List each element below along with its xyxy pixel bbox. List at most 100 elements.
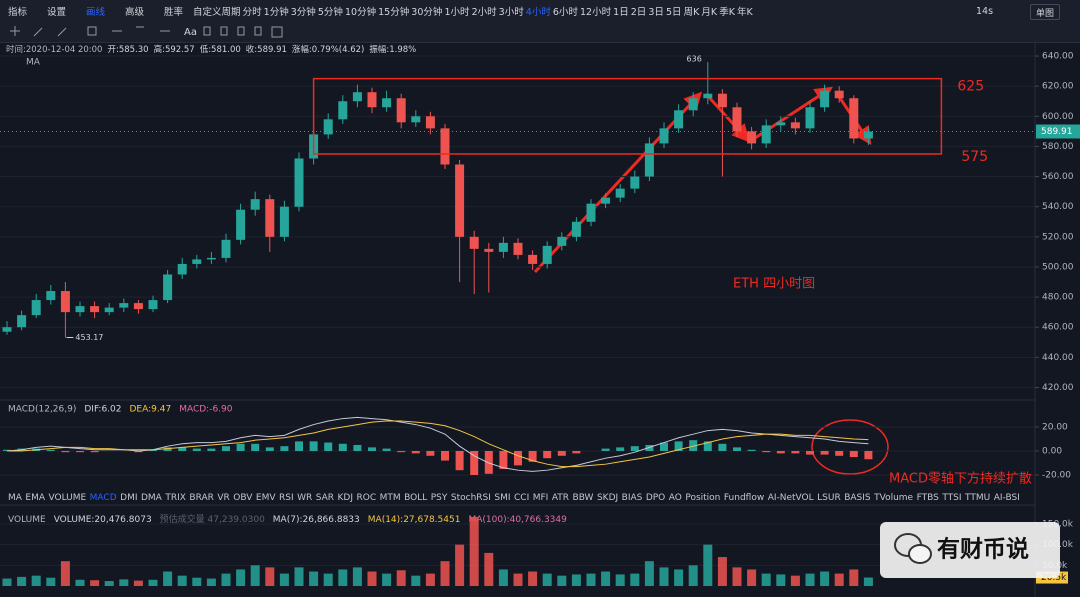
indicator-tab[interactable]: AI-BSI — [993, 492, 1020, 503]
period-button[interactable]: 12小时 — [580, 7, 612, 18]
indicator-tab[interactable]: VOLUME — [48, 492, 87, 503]
candle-body — [571, 221, 581, 237]
period-button[interactable]: 周K — [683, 7, 700, 18]
period-button[interactable]: 15分钟 — [378, 7, 410, 18]
indicator-tab[interactable]: MACD — [89, 492, 117, 503]
tool-button[interactable]: 高级 — [124, 7, 144, 18]
indicator-tab[interactable]: Position — [685, 492, 721, 503]
tool-button[interactable]: 画线 — [85, 7, 105, 18]
panel-legend: MA(7):26,866.8833 — [273, 515, 360, 525]
period-button[interactable]: 3分钟 — [290, 7, 316, 18]
volume-bar — [279, 573, 289, 586]
indicator-tab[interactable]: AI-NetVOL — [767, 492, 814, 503]
period-button[interactable]: 年K — [736, 7, 753, 18]
indicator-tab[interactable]: TRIX — [165, 492, 186, 503]
tool-button[interactable]: 设置 — [46, 7, 66, 18]
indicator-tab[interactable]: WR — [297, 492, 313, 503]
indicator-tab[interactable]: BASIS — [844, 492, 871, 503]
indicator-tab[interactable]: TVolume — [874, 492, 914, 503]
volume-bar — [776, 574, 786, 586]
indicator-tab[interactable]: MTM — [379, 492, 401, 503]
indicator-tab[interactable]: VR — [217, 492, 230, 503]
period-button[interactable]: 4小时 — [525, 7, 551, 18]
y-tick-label: 500.00 — [1042, 262, 1074, 272]
indicator-tab[interactable]: RSI — [278, 492, 294, 503]
indicator-tab[interactable]: EMV — [255, 492, 276, 503]
period-button[interactable]: 1分钟 — [263, 7, 289, 18]
period-button[interactable]: 5分钟 — [317, 7, 343, 18]
candle-body — [732, 107, 742, 132]
period-button[interactable]: 6小时 — [552, 7, 578, 18]
period-button[interactable]: 1日 — [613, 7, 629, 18]
volume-bar — [75, 579, 85, 586]
period-button[interactable]: 分时 — [242, 7, 262, 18]
indicator-tab[interactable]: LSUR — [817, 492, 841, 503]
panel-legend: VOLUME — [8, 515, 46, 525]
panel-legend: MA(14):27,678.5451 — [368, 515, 461, 525]
indicator-tab[interactable]: BBW — [572, 492, 594, 503]
candle-body — [455, 164, 465, 237]
tool-button[interactable]: 指标 — [8, 7, 28, 18]
indicator-tab[interactable]: BOLL — [404, 492, 428, 503]
candle-body — [411, 116, 421, 123]
period-button[interactable]: 3小时 — [498, 7, 524, 18]
macd-bar — [616, 447, 625, 451]
indicator-tab[interactable]: AO — [668, 492, 682, 503]
indicator-tab[interactable]: Fundflow — [723, 492, 765, 503]
y-tick-label: 600.00 — [1042, 112, 1074, 122]
indicator-tab[interactable]: OBV — [233, 492, 253, 503]
macd-bar — [630, 446, 639, 451]
indicator-tab[interactable]: KDJ — [337, 492, 354, 503]
indicator-tab[interactable]: SAR — [315, 492, 335, 503]
period-button[interactable]: 5日 — [665, 7, 682, 18]
macd-bar — [397, 450, 406, 453]
indicator-tab[interactable]: PSY — [430, 492, 448, 503]
period-button[interactable]: 1小时 — [444, 7, 470, 18]
indicator-tab[interactable]: DMA — [140, 492, 162, 503]
macd-bar — [149, 449, 157, 451]
indicator-tab[interactable]: FTBS — [916, 492, 939, 503]
volume-bar — [717, 557, 727, 586]
candle-body — [338, 101, 348, 120]
indicator-tab[interactable]: SKDJ — [596, 492, 619, 503]
macd-bar — [280, 446, 289, 451]
indicator-tab[interactable]: BIAS — [621, 492, 643, 503]
indicator-tab[interactable]: MFI — [532, 492, 549, 503]
indicator-tab[interactable]: SMI — [494, 492, 511, 503]
indicator-tab[interactable]: ROC — [356, 492, 377, 503]
period-button[interactable]: 2小时 — [471, 7, 497, 18]
period-button[interactable]: 月K — [701, 7, 718, 18]
period-button[interactable]: 自定义周期 — [193, 7, 241, 18]
macd-bar — [411, 450, 420, 454]
info-item: 低:581.00 — [199, 45, 241, 55]
indicator-tab[interactable]: StochRSI — [450, 492, 491, 503]
period-button[interactable]: 2日 — [630, 7, 647, 18]
indicator-tab[interactable]: MA — [8, 492, 22, 503]
candle-body — [615, 188, 625, 198]
period-button[interactable]: 30分钟 — [411, 7, 443, 18]
tool-button[interactable]: 胜率 — [163, 7, 183, 18]
volume-bar — [528, 571, 538, 586]
layout-button[interactable]: 单图 — [1030, 4, 1061, 20]
indicator-tab[interactable]: ATR — [551, 492, 570, 503]
candle-body — [148, 300, 158, 310]
macd-bar — [382, 448, 391, 451]
panel-legend: VOLUME:20,476.8073 — [54, 515, 152, 525]
period-button[interactable]: 3日 — [648, 7, 664, 18]
macd-bar — [762, 450, 771, 453]
indicator-tab[interactable]: BRAR — [189, 492, 214, 503]
indicator-tab[interactable]: EMA — [25, 492, 46, 503]
candle-body — [644, 143, 654, 177]
period-button[interactable]: 季K — [719, 7, 735, 18]
volume-bar — [192, 577, 202, 586]
indicator-tab[interactable]: CCI — [514, 492, 530, 503]
period-button[interactable]: 10分钟 — [344, 7, 377, 18]
indicator-tab[interactable]: TTMU — [965, 492, 991, 503]
macd-bar — [470, 450, 479, 475]
indicator-tab[interactable]: DMI — [120, 492, 138, 503]
indicator-tab[interactable]: DPO — [645, 492, 666, 503]
indicator-tab[interactable]: TTSI — [942, 492, 962, 503]
candle-body — [265, 199, 275, 237]
text-tool[interactable]: Aa — [184, 26, 197, 38]
